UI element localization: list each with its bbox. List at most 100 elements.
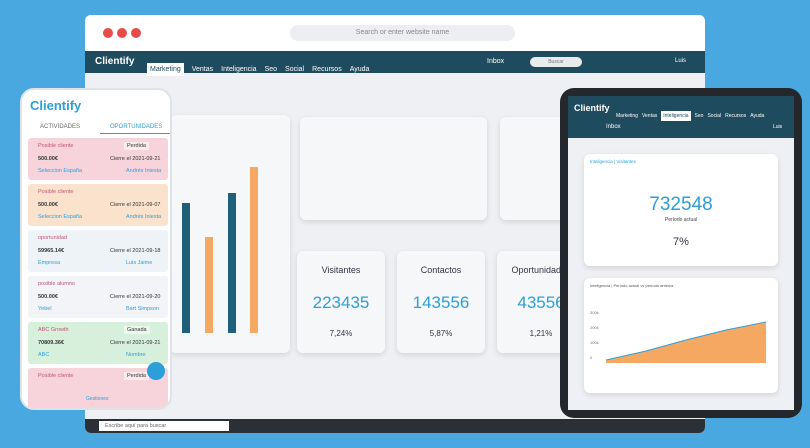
nav-item[interactable]: Inteligencia (661, 111, 691, 121)
nav-item[interactable]: Inteligencia (221, 66, 257, 73)
opportunity-item: oportunidad 59965.14€ Cierre el 2021-09-18… (28, 230, 168, 272)
chart-card: Inteligencia | Período actual vs período… (584, 278, 778, 393)
item-person: Andrés Iniesta (126, 214, 162, 220)
nav-item[interactable]: Ayuda (349, 66, 370, 73)
nav-item[interactable]: Recursos (312, 66, 342, 73)
item-title: oportunidad (38, 235, 68, 241)
user[interactable]: Luis (773, 124, 783, 130)
bar (228, 193, 236, 333)
item-title: Posible cliente (38, 143, 74, 149)
tablet-nav: Clientify Marketing Ventas Inteligencia Seo… (568, 96, 794, 138)
kpi-section: Inteligencia | Visitantes (590, 159, 636, 164)
logo: Clientify (574, 103, 610, 113)
taskbar: Escribe aquí para buscar (85, 419, 705, 433)
stat-value: 223435 (312, 293, 370, 312)
tab-underline (100, 133, 170, 134)
tab[interactable]: OPORTUNIDADES (110, 124, 163, 130)
nav-menu: Marketing Ventas Inteligencia Seo Social Recu… (147, 58, 377, 76)
nav-item[interactable]: Seo (694, 113, 704, 119)
item-person: Nombre (126, 352, 146, 358)
taskbar-search[interactable]: Escribe aquí para buscar (99, 421, 229, 431)
item-date: Cierre el 2021-09-07 (110, 202, 161, 208)
item-date: Cierre el 2021-09-21 (110, 340, 161, 346)
nav-item[interactable]: Ventas (641, 113, 658, 119)
axis-tick-label: 0 (590, 355, 593, 360)
tab[interactable]: ACTIVIDADES (40, 124, 81, 130)
item-amount: 59965.14€ (38, 248, 64, 254)
area (606, 321, 766, 363)
inbox[interactable]: Inbox (487, 58, 505, 65)
opportunity-item: Posible cliente 500.00€ Cierre el 2021-09-… (28, 184, 168, 226)
stat-value: 143556 (412, 293, 470, 312)
item-status: Perdida (124, 142, 149, 150)
item-person: Andrés Iniesta (126, 168, 162, 174)
stat-title: Visitantes (321, 265, 361, 275)
nav-item[interactable]: Marketing (616, 113, 638, 119)
item-status: Perdida (124, 372, 149, 380)
item-title: Posible cliente (38, 189, 74, 195)
opportunity-item: Posible cliente Perdida 500.00€ Cierre el 2… (28, 138, 168, 180)
area-line (606, 321, 766, 361)
stat-title: Contactos (420, 265, 462, 275)
item-title: Posible cliente (38, 373, 74, 379)
dot (103, 28, 113, 38)
logo: Clientify (95, 56, 135, 67)
item-status: Ganada (124, 326, 150, 334)
stat-change: 7,24% (329, 329, 353, 338)
user[interactable]: Luis (675, 58, 687, 64)
search[interactable]: Buscar (530, 57, 582, 67)
stat-change: 1,21% (529, 329, 553, 338)
item-person: Luis Jaime (126, 260, 153, 266)
item-company: ABC (38, 352, 50, 358)
nav-item[interactable]: Seo (264, 66, 278, 73)
tablet-screen: Clientify Marketing Ventas Inteligencia Seo… (568, 96, 794, 410)
item-title: ABC Growth (38, 327, 69, 333)
item-company: Seleccion España (38, 168, 83, 174)
item-title: posible alumno (38, 281, 75, 287)
tablet: Clientify Marketing Ventas Inteligencia Seo… (560, 88, 802, 418)
item-amount: 500.00€ (38, 294, 58, 300)
item-date: Cierre el 2021-09-20 (110, 294, 161, 300)
nav-item[interactable]: Ayuda (750, 113, 765, 119)
logo: Clientify (30, 98, 82, 113)
opportunity-item: ABC Growth Ganada 70809.36€ Cierre el 2021-… (28, 322, 168, 364)
opportunity-item: Posible cliente Perdida (28, 368, 168, 408)
item-date: Cierre el 2021-09-21 (110, 156, 161, 162)
item-company: Yebel (38, 306, 52, 312)
dot (117, 28, 127, 38)
table-card (300, 117, 487, 220)
nav-bar: Clientify Marketing Ventas Inteligencia Seo… (85, 51, 705, 76)
item-amount: 500.00€ (38, 156, 58, 162)
stat-change: 5,87% (429, 329, 453, 338)
axis-tick-label: 100k (590, 340, 599, 345)
nav-menu: Marketing Ventas Inteligencia Seo Social Recu… (616, 104, 768, 122)
stat-title: Oportunidades (511, 265, 571, 275)
stat-card: Contactos 143556 5,87% (397, 251, 485, 353)
area-fill (606, 322, 766, 363)
nav-item[interactable]: Social (707, 113, 722, 119)
item-company: Seleccion España (38, 214, 83, 220)
bar-chart-card (170, 115, 290, 353)
chart-title: Inteligencia | Período actual vs período… (590, 283, 674, 288)
address-bar[interactable]: Search or enter website name (290, 25, 515, 41)
nav-item[interactable]: Marketing (147, 63, 184, 76)
kpi-period: Período actual (664, 217, 698, 223)
item-date: Cierre el 2021-09-18 (110, 248, 161, 254)
phone: Clientify ACTIVIDADES OPORTUNIDADES Posi… (20, 88, 172, 410)
bar (182, 203, 190, 333)
stat-value: 43556 (517, 293, 565, 312)
opportunity-item: posible alumno 500.00€ Cierre el 2021-09-2… (28, 276, 168, 318)
bottom-nav-label[interactable]: Gestiones (86, 396, 109, 402)
stat-card: Visitantes 223435 7,24% (297, 251, 385, 353)
add-button[interactable] (147, 362, 165, 380)
axis-tick-label: 200k (590, 325, 599, 330)
kpi-value: 732548 (649, 194, 713, 215)
item-person: Bart Simpson (126, 306, 160, 312)
inbox[interactable]: Inbox (606, 124, 621, 130)
dot (131, 28, 141, 38)
kpi-change: 7% (673, 236, 689, 248)
nav-item[interactable]: Recursos (725, 113, 747, 119)
nav-item[interactable]: Ventas (191, 66, 214, 73)
nav-item[interactable]: Social (285, 66, 305, 73)
